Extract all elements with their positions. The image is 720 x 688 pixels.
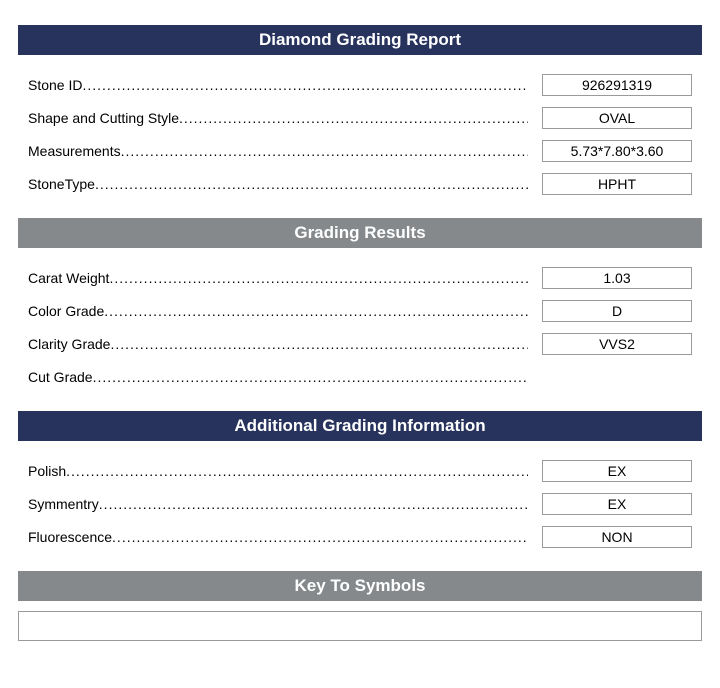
row-cut: Cut Grade	[18, 365, 702, 389]
value-measurements: 5.73*7.80*3.60	[542, 140, 692, 162]
value-shape: OVAL	[542, 107, 692, 129]
header-grading: Grading Results	[18, 218, 702, 248]
row-fluorescence: Fluorescence NON	[18, 525, 702, 549]
label-color: Color Grade	[28, 303, 528, 319]
value-stone-id: 926291319	[542, 74, 692, 96]
section-additional: Additional Grading Information Polish EX…	[18, 411, 702, 549]
section-grading: Grading Results Carat Weight 1.03 Color …	[18, 218, 702, 389]
row-shape: Shape and Cutting Style OVAL	[18, 106, 702, 130]
row-stone-id: Stone ID 926291319	[18, 73, 702, 97]
row-measurements: Measurements 5.73*7.80*3.60	[18, 139, 702, 163]
label-symmetry: Symmentry	[28, 496, 528, 512]
value-cut-empty	[542, 366, 692, 388]
label-stone-type: StoneType	[28, 176, 528, 192]
label-clarity: Clarity Grade	[28, 336, 528, 352]
header-additional: Additional Grading Information	[18, 411, 702, 441]
section-key: Key To Symbols	[18, 571, 702, 641]
value-clarity: VVS2	[542, 333, 692, 355]
value-symmetry: EX	[542, 493, 692, 515]
label-fluorescence: Fluorescence	[28, 529, 528, 545]
value-fluorescence: NON	[542, 526, 692, 548]
row-color: Color Grade D	[18, 299, 702, 323]
value-carat: 1.03	[542, 267, 692, 289]
header-key: Key To Symbols	[18, 571, 702, 601]
label-shape: Shape and Cutting Style	[28, 110, 528, 126]
row-symmetry: Symmentry EX	[18, 492, 702, 516]
row-carat: Carat Weight 1.03	[18, 266, 702, 290]
label-measurements: Measurements	[28, 143, 528, 159]
value-stone-type: HPHT	[542, 173, 692, 195]
label-stone-id: Stone ID	[28, 77, 528, 93]
header-main: Diamond Grading Report	[18, 25, 702, 55]
label-cut: Cut Grade	[28, 369, 528, 385]
row-polish: Polish EX	[18, 459, 702, 483]
label-polish: Polish	[28, 463, 528, 479]
value-color: D	[542, 300, 692, 322]
section-main: Diamond Grading Report Stone ID 92629131…	[18, 25, 702, 196]
row-clarity: Clarity Grade VVS2	[18, 332, 702, 356]
value-polish: EX	[542, 460, 692, 482]
label-carat: Carat Weight	[28, 270, 528, 286]
row-stone-type: StoneType HPHT	[18, 172, 702, 196]
symbols-box	[18, 611, 702, 641]
